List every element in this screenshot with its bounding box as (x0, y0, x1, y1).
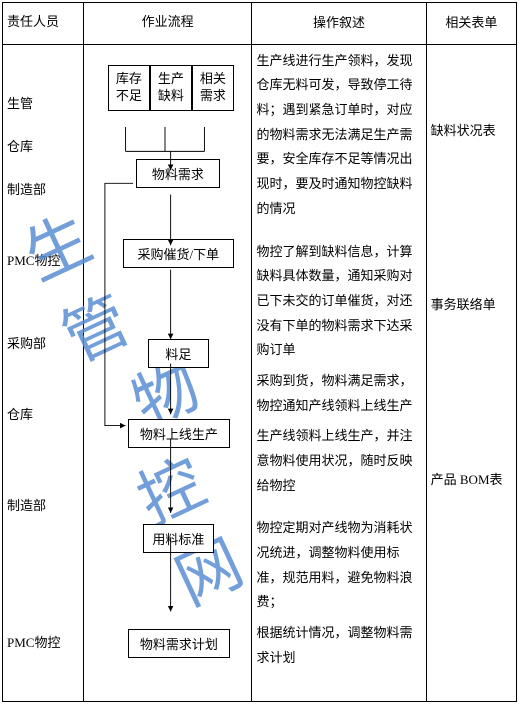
form-name: 缺料状况表 (431, 119, 512, 144)
flow-node: 料足 (148, 339, 209, 368)
desc-block: 物控了解到缺料信息，计算缺料具体数量，通知采购对已下未交的订单催货，对还没有下单… (256, 240, 421, 363)
role: PMC物控 (7, 250, 79, 269)
flow-node: 物料需求计划 (128, 629, 230, 658)
role: 生管 (7, 93, 79, 112)
form-name: 事务联络单 (431, 293, 512, 318)
header-desc: 操作叙述 (252, 3, 426, 45)
flow-column: 生管 物控网 库存 不足 生产 缺料 相关 需求 物料需求 采购催货/下单 料足… (83, 44, 252, 701)
role: 仓库 (7, 136, 79, 155)
form-name: 产品 BOM表 (431, 468, 512, 493)
role: PMC物控 (7, 632, 79, 651)
form-column: 缺料状况表 事务联络单 产品 BOM表 (426, 44, 516, 701)
desc-column: 生产线进行生产领料，发现仓库无料可发，导致停工待料；遇到紧急订单时，对应的物料需… (252, 44, 426, 701)
desc-block: 生产线领料上线生产，并注意物料使用状况，随时反映给物控 (256, 424, 421, 498)
desc-block: 根据统计情况，调整物料需求计划 (256, 621, 421, 670)
flow-node: 用料标准 (143, 524, 214, 553)
header-person: 责任人员 (3, 3, 84, 45)
flow-node: 物料需求 (136, 159, 220, 188)
flow-node: 采购催货/下单 (123, 239, 234, 268)
role: 采购部 (7, 333, 79, 352)
desc-block: 物控定期对产线物为消耗状况统进，调整物料使用标准，规范用料，避免物料浪费； (256, 516, 421, 615)
desc-block: 采购到货，物料满足需求，物控通知产线领料上线生产 (256, 369, 421, 418)
header-flow: 作业流程 (83, 3, 252, 45)
person-column: 生管 仓库 制造部 PMC物控 采购部 仓库 制造部 PMC物控 (3, 44, 84, 701)
desc-block: 生产线进行生产领料，发现仓库无料可发，导致停工待料；遇到紧急订单时，对应的物料需… (256, 49, 421, 222)
trio-cell: 库存 不足 (108, 65, 150, 111)
flow-node: 物料上线生产 (128, 419, 230, 448)
flow-trio: 库存 不足 生产 缺料 相关 需求 (108, 65, 234, 111)
process-table: 责任人员 作业流程 操作叙述 相关表单 生管 仓库 制造部 PMC物控 采购部 … (2, 2, 517, 702)
role: 仓库 (7, 404, 79, 423)
trio-cell: 生产 缺料 (150, 65, 192, 111)
role: 制造部 (7, 179, 79, 198)
header-form: 相关表单 (426, 3, 516, 45)
trio-cell: 相关 需求 (192, 65, 234, 111)
role: 制造部 (7, 495, 79, 514)
flow-arrows (88, 49, 248, 697)
